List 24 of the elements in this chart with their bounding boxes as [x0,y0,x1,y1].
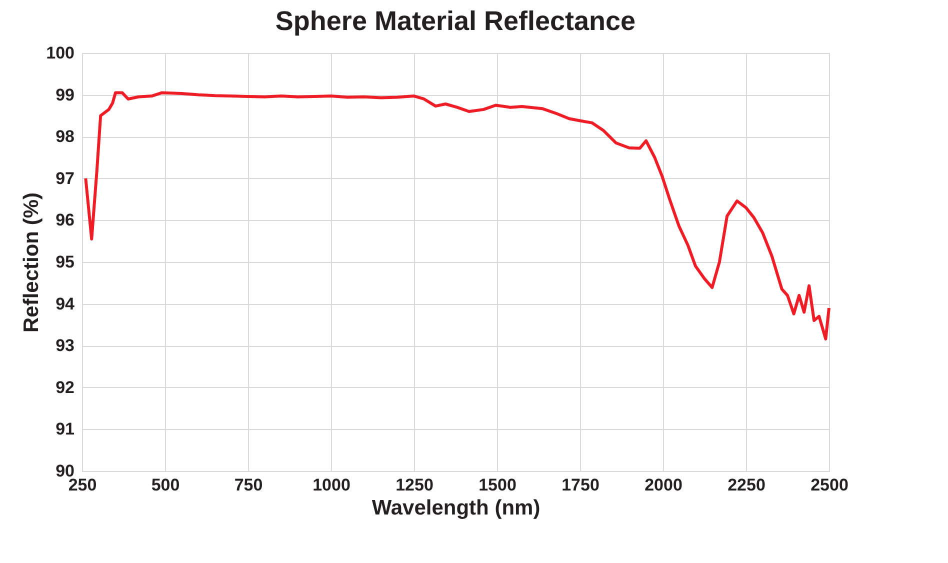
x-tick-label: 750 [234,476,263,494]
y-tick-label: 91 [56,420,74,439]
y-tick-label: 98 [56,127,74,146]
line-series [84,91,830,340]
x-tick-label: 2250 [728,476,766,494]
y-tick-label: 92 [56,378,74,397]
y-axis-title: Reflection (%) [20,192,44,333]
y-tick-label: 95 [56,252,74,272]
x-tick-label: 1250 [396,476,434,494]
x-tick-label: 500 [151,476,180,494]
y-tick-label: 97 [56,168,74,188]
y-tick-label: 96 [56,210,74,230]
y-tick-label: 99 [56,85,74,104]
x-tick-label: 1500 [478,476,516,494]
chart-title: Sphere Material Reflectance [275,6,636,36]
x-tick-label: 250 [68,476,97,494]
x-tick-label: 1750 [562,476,600,494]
y-tick-label: 100 [46,44,74,62]
x-tick-label: 1000 [312,476,350,494]
x-tick-label: 2000 [644,476,682,494]
y-tick-label: 94 [56,294,76,314]
y-tick-label: 93 [56,336,74,356]
x-axis-title: Wavelength (nm) [372,496,540,520]
x-tick-label: 2500 [810,476,848,494]
